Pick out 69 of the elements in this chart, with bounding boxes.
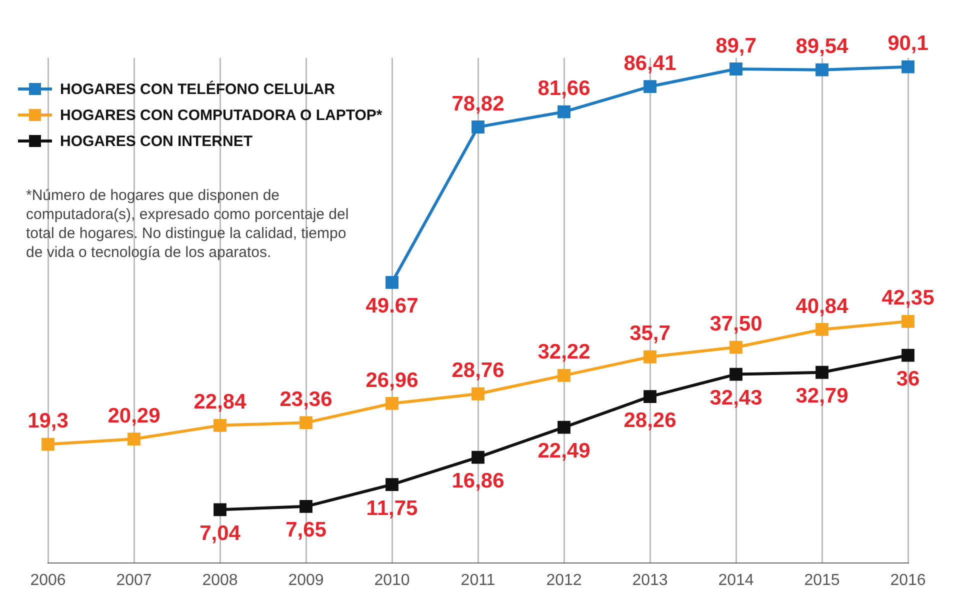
point — [386, 397, 398, 410]
x-tick-label: 2011 — [460, 572, 496, 589]
data-label: 40,84 — [796, 294, 849, 318]
data-label: 23,36 — [280, 388, 332, 411]
point — [472, 450, 484, 464]
legend-label: HOGARES CON TELÉFONO CELULAR — [60, 80, 336, 98]
point — [816, 366, 828, 379]
point — [902, 60, 914, 74]
point — [816, 323, 828, 336]
point — [214, 503, 226, 516]
point — [42, 438, 54, 451]
point — [644, 350, 656, 364]
data-label: 42,35 — [882, 286, 935, 310]
data-label: 35,7 — [630, 322, 670, 346]
point — [386, 478, 398, 492]
point — [214, 418, 226, 432]
data-label: 90,1 — [888, 32, 929, 56]
point — [902, 314, 914, 328]
x-tick-label: 2007 — [116, 572, 152, 589]
point — [902, 348, 914, 362]
annotation: *Número de hogares que disponen de computadora(s), expresado como porcentaje del total de hogares. No distingue la calidad, tiempo de vida o tecnología de los aparatos. — [26, 186, 350, 262]
point — [472, 120, 484, 134]
point — [386, 276, 398, 289]
data-label: 11,75 — [366, 496, 418, 520]
point — [644, 390, 656, 403]
data-label: 81,66 — [538, 77, 590, 100]
x-tick-label: 2010 — [374, 572, 410, 589]
point — [300, 500, 312, 513]
point — [644, 80, 656, 93]
data-label: 78,82 — [452, 92, 504, 116]
point — [730, 368, 742, 381]
data-label: 49.67 — [366, 294, 418, 318]
point — [816, 63, 828, 76]
data-label: 89,7 — [716, 34, 756, 58]
point — [472, 387, 484, 400]
x-tick-label: 2015 — [804, 572, 840, 589]
data-label: 89,54 — [796, 35, 849, 58]
legend-label: HOGARES CON INTERNET — [60, 132, 253, 150]
point — [558, 368, 570, 382]
point — [300, 416, 312, 430]
data-label: 16,86 — [452, 470, 504, 493]
data-label: 19,3 — [28, 410, 68, 433]
x-tick-label: 2012 — [546, 572, 582, 589]
data-label: 7,65 — [286, 518, 327, 542]
data-label: 20,29 — [108, 404, 160, 428]
point — [730, 340, 742, 354]
data-label: 32,79 — [796, 384, 848, 408]
point — [730, 62, 742, 76]
point — [128, 432, 140, 446]
x-tick-label: 2016 — [890, 572, 926, 589]
point — [558, 105, 570, 118]
x-tick-label: 2013 — [632, 572, 668, 589]
legend-label: HOGARES CON COMPUTADORA O LAPTOP* — [60, 106, 382, 124]
x-tick-label: 2008 — [202, 572, 238, 589]
data-label: 32,22 — [538, 340, 590, 364]
x-tick-label: 2006 — [30, 572, 66, 589]
data-label: 86,41 — [624, 52, 677, 75]
data-label: 28,76 — [452, 359, 504, 382]
x-tick-label: 2009 — [288, 572, 324, 589]
point — [558, 420, 570, 434]
data-label: 37,50 — [710, 312, 762, 336]
data-label: 32,43 — [710, 386, 762, 410]
data-label: 26,96 — [366, 368, 418, 392]
x-tick-label: 2014 — [718, 572, 754, 589]
data-label: 7,04 — [200, 522, 241, 545]
data-label: 22,49 — [538, 440, 590, 463]
data-label: 36 — [896, 368, 920, 391]
data-label: 28,26 — [624, 408, 676, 432]
data-label: 22,84 — [194, 390, 247, 414]
